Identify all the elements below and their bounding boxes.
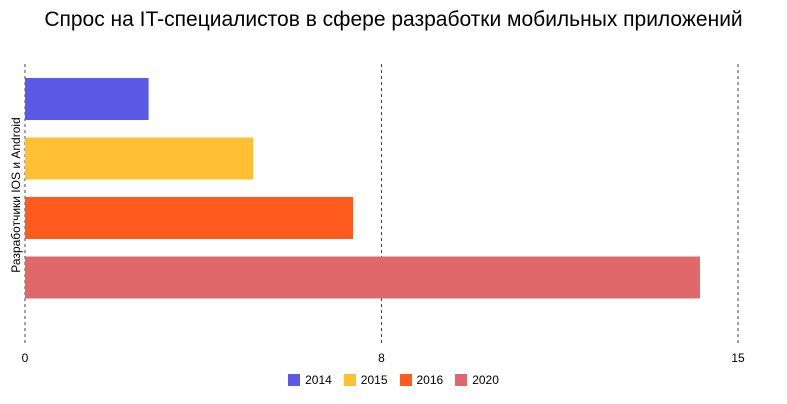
legend-swatch — [455, 374, 468, 386]
legend-label: 2014 — [305, 373, 332, 387]
legend-item-2020: 2020 — [455, 373, 499, 387]
bar-2020 — [25, 256, 700, 299]
bar-2015 — [25, 137, 254, 180]
legend-item-2015: 2015 — [343, 373, 388, 387]
legend-swatch — [343, 374, 356, 386]
legend-label: 2020 — [472, 373, 499, 387]
x-tick-label: 0 — [22, 351, 29, 365]
bar-2014 — [25, 78, 149, 120]
x-tick-label: 8 — [378, 351, 385, 365]
legend-swatch — [399, 374, 412, 386]
chart-title: Спрос на IT-специалистов в сфере разрабо… — [44, 8, 743, 31]
legend-label: 2015 — [360, 373, 388, 387]
legend-item-2016: 2016 — [399, 373, 444, 387]
x-tick-label: 15 — [731, 351, 745, 365]
legend-item-2014: 2014 — [288, 373, 332, 387]
legend: 2014 2015 2016 2020 — [0, 373, 787, 387]
bar-2016 — [25, 197, 353, 239]
legend-swatch — [288, 374, 301, 386]
y-axis-label: Разработчики IOS и Android — [9, 117, 23, 272]
legend-label: 2016 — [416, 373, 444, 387]
